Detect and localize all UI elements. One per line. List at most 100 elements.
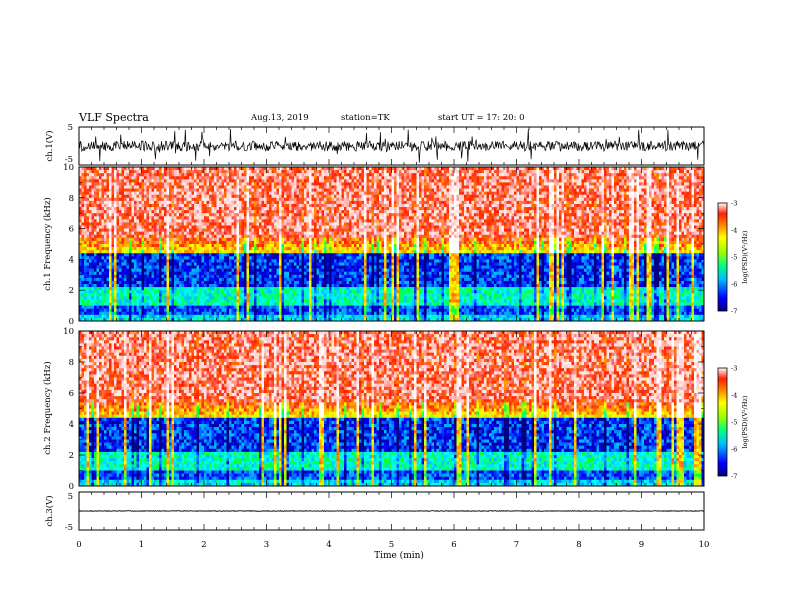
spectrogram-cell	[262, 207, 265, 210]
spectrogram-cell	[269, 182, 272, 185]
spectrogram-cell	[364, 204, 367, 207]
spectrogram-cell	[284, 226, 287, 229]
spectrogram-cell	[564, 185, 567, 188]
spectrogram-cell	[234, 192, 237, 195]
spectrogram-cell	[622, 198, 625, 201]
spectrogram-cell	[192, 176, 195, 179]
spectrogram-cell	[362, 195, 365, 198]
spectrogram-cell	[169, 219, 172, 222]
spectrogram-cell	[542, 216, 545, 219]
spectrogram-cell	[564, 222, 567, 225]
spectrogram-cell	[169, 198, 172, 201]
spectrogram-cell	[227, 198, 230, 201]
spectrogram-cell	[409, 210, 412, 213]
spectrogram-cell	[692, 192, 695, 195]
spectrogram-cell	[179, 219, 182, 222]
spectrogram-cell	[154, 173, 157, 176]
spectrogram-cell	[509, 213, 512, 216]
spectrogram-cell	[324, 189, 327, 192]
spectrogram-cell	[237, 201, 240, 204]
spectrogram-cell	[129, 189, 132, 192]
spectrogram-cell	[672, 216, 675, 219]
spectrogram-cell	[104, 198, 107, 201]
spectrogram-cell	[412, 219, 415, 222]
spectrogram-cell	[159, 198, 162, 201]
spectrogram-cell	[164, 176, 167, 179]
spectrogram-cell	[589, 222, 592, 225]
spectrogram-cell	[337, 170, 340, 173]
spectrogram-cell	[562, 195, 565, 198]
spectrogram-cell	[327, 198, 330, 201]
spectrogram-cell	[169, 185, 172, 188]
spectrogram-cell	[209, 170, 212, 173]
spectrogram-cell	[539, 216, 542, 219]
spectrogram-cell	[194, 226, 197, 229]
spectrogram-cell	[507, 207, 510, 210]
spectrogram-cell	[699, 185, 702, 188]
spectrogram-cell	[202, 176, 205, 179]
spectrogram-cell	[199, 195, 202, 198]
spectrogram-cell	[659, 185, 662, 188]
spectrogram-cell	[114, 222, 117, 225]
spectrogram-cell	[609, 216, 612, 219]
spectrogram-cell	[687, 173, 690, 176]
spectrogram-cell	[587, 207, 590, 210]
spectrogram-cell	[312, 207, 315, 210]
spectrogram-cell	[534, 182, 537, 185]
spectrogram-cell	[242, 189, 245, 192]
spectrogram-cell	[217, 207, 220, 210]
spectrogram-cell	[362, 207, 365, 210]
spectrogram-cell	[104, 222, 107, 225]
spectrogram-cell	[599, 201, 602, 204]
spectrogram-cell	[327, 219, 330, 222]
spectrogram-cell	[529, 192, 532, 195]
spectrogram-cell	[597, 176, 600, 179]
spectrogram-cell	[539, 219, 542, 222]
spectrogram-cell	[272, 216, 275, 219]
spectrogram-cell	[347, 195, 350, 198]
spectrogram-cell	[367, 207, 370, 210]
spectrogram-cell	[467, 219, 470, 222]
spectrogram-cell	[397, 189, 400, 192]
spectrogram-cell	[199, 173, 202, 176]
spectrogram-cell	[312, 173, 315, 176]
spectrogram-cell	[652, 189, 655, 192]
spectrogram-cell	[412, 182, 415, 185]
spectrogram-cell	[592, 216, 595, 219]
spectrogram-cell	[642, 189, 645, 192]
spectrogram-cell	[424, 182, 427, 185]
spectrogram-cell	[314, 195, 317, 198]
spectrogram-cell	[417, 173, 420, 176]
spectrogram-cell	[364, 226, 367, 229]
spectrogram-cell	[214, 213, 217, 216]
spectrogram-cell	[304, 170, 307, 173]
spectrogram-cell	[432, 195, 435, 198]
spectrogram-cell	[414, 173, 417, 176]
spectrogram-cell	[517, 176, 520, 179]
spectrogram-cell	[482, 204, 485, 207]
spectrogram-cell	[189, 210, 192, 213]
spectrogram-cell	[219, 216, 222, 219]
spectrogram-cell	[552, 213, 555, 216]
spectrogram-cell	[542, 210, 545, 213]
spectrogram-cell	[194, 219, 197, 222]
spectrogram-cell	[614, 179, 617, 182]
spectrogram-cell	[269, 222, 272, 225]
spectrogram-cell	[99, 222, 102, 225]
spectrogram-cell	[377, 219, 380, 222]
spectrogram-cell	[232, 192, 235, 195]
spectrogram-cell	[179, 207, 182, 210]
spectrogram-cell	[602, 222, 605, 225]
spectrogram-cell	[649, 204, 652, 207]
spectrogram-cell	[257, 210, 260, 213]
spectrogram-cell	[194, 207, 197, 210]
spectrogram-cell	[669, 192, 672, 195]
spectrogram-cell	[132, 207, 135, 210]
spectrogram-cell	[524, 219, 527, 222]
spectrogram-cell	[572, 204, 575, 207]
spectrogram-cell	[642, 204, 645, 207]
spectrogram-cell	[362, 198, 365, 201]
spectrogram-cell	[399, 207, 402, 210]
spectrogram-cell	[147, 185, 150, 188]
